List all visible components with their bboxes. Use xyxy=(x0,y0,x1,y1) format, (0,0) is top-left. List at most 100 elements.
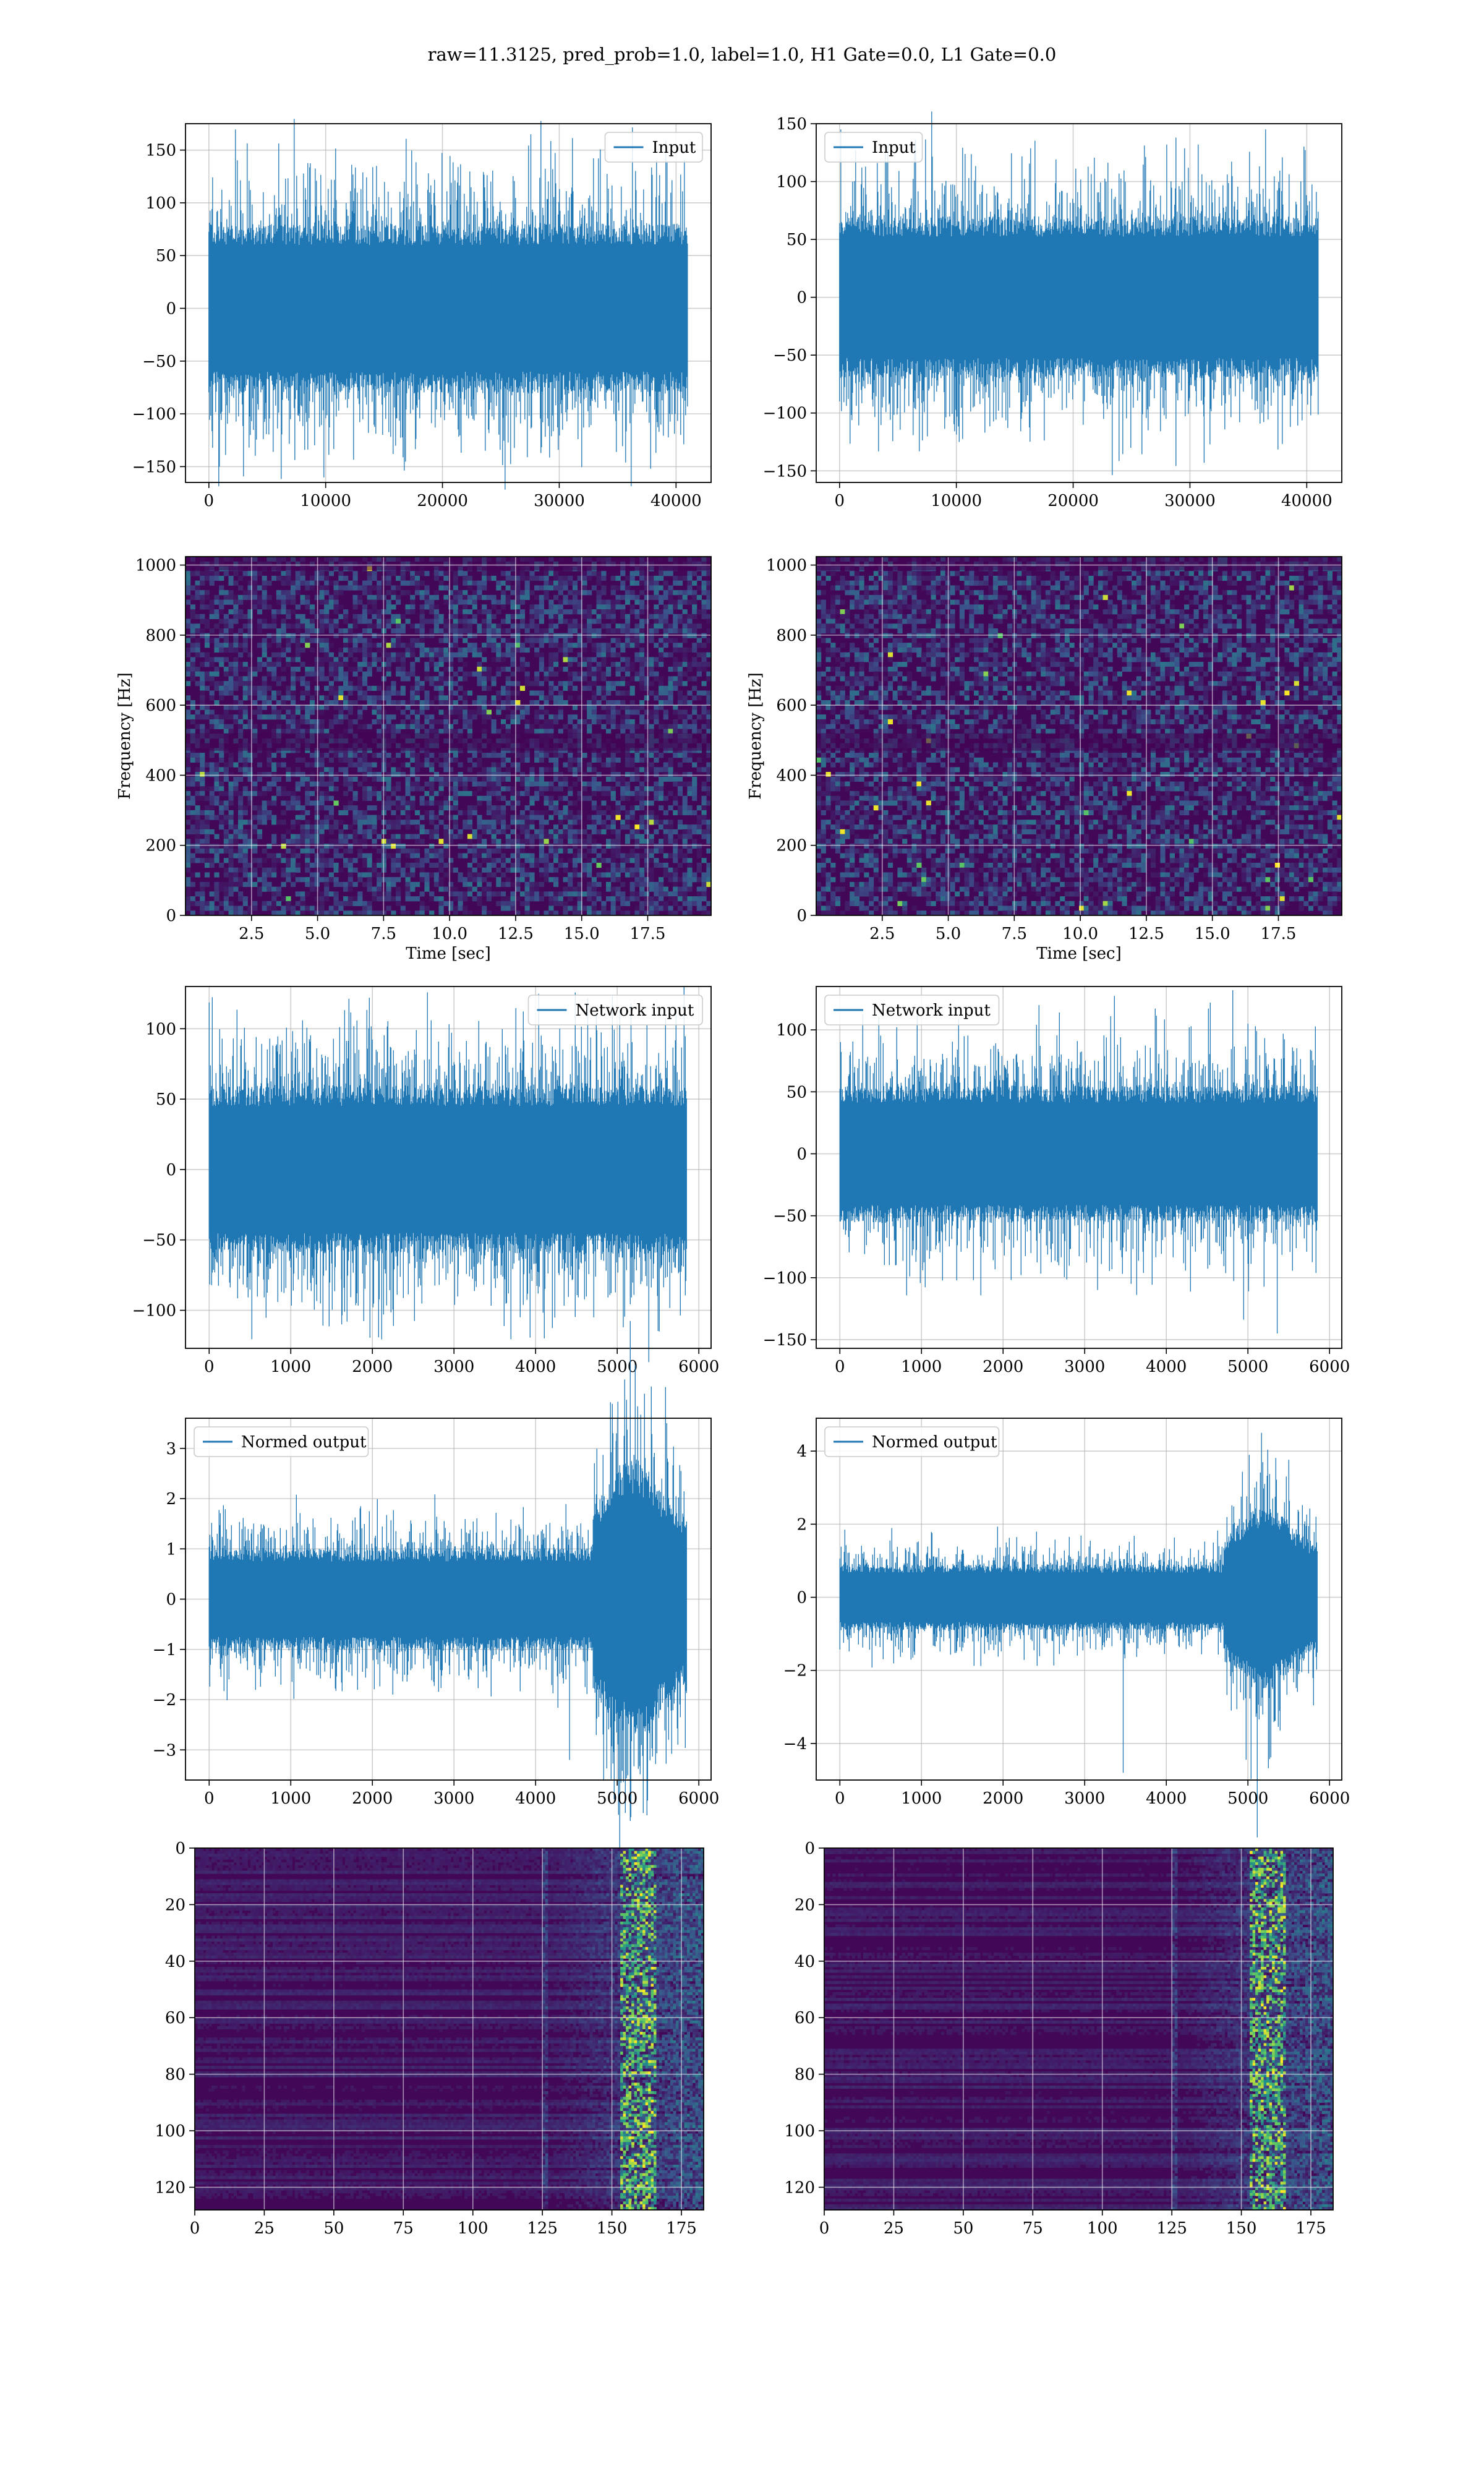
heatmap-cell xyxy=(477,896,482,901)
heatmap-cell xyxy=(544,782,549,787)
heatmap-cell xyxy=(424,791,429,796)
heatmap-cell xyxy=(448,901,453,906)
heatmap-cell xyxy=(606,763,611,768)
heatmap-cell xyxy=(644,681,649,686)
heatmap-cell xyxy=(362,758,367,763)
heatmap-cell xyxy=(286,868,291,873)
heatmap-cell xyxy=(329,772,334,777)
heatmap-cell xyxy=(410,868,415,873)
heatmap-cell xyxy=(205,829,210,834)
heatmap-cell xyxy=(429,619,434,624)
heatmap-cell xyxy=(243,633,248,638)
heatmap-cell xyxy=(573,844,578,849)
heatmap-cell xyxy=(415,724,420,729)
heatmap-cell xyxy=(439,672,444,677)
heatmap-cell xyxy=(372,604,377,609)
heatmap-cell xyxy=(362,614,367,619)
heatmap-cell xyxy=(257,777,262,782)
heatmap-cell xyxy=(343,824,348,829)
heatmap-cell xyxy=(305,633,310,638)
heatmap-cell xyxy=(467,820,472,824)
heatmap-cell xyxy=(597,810,602,815)
heatmap-cell xyxy=(702,714,707,719)
heatmap-cell xyxy=(634,643,639,648)
heatmap-cell xyxy=(482,609,487,614)
heatmap-cell xyxy=(644,896,649,901)
heatmap-cell xyxy=(697,815,702,820)
heatmap-cell xyxy=(568,896,573,901)
heatmap-cell xyxy=(439,906,444,911)
heatmap-cell xyxy=(296,901,301,906)
heatmap-cell xyxy=(630,643,635,648)
heatmap-cell xyxy=(702,882,707,887)
heatmap-cell xyxy=(644,576,649,581)
heatmap-cell xyxy=(271,887,276,892)
heatmap-cell xyxy=(238,662,243,667)
heatmap-cell xyxy=(601,686,606,691)
heatmap-cell xyxy=(659,863,663,868)
heatmap-cell xyxy=(233,834,238,839)
heatmap-cell xyxy=(271,767,276,772)
heatmap-cell xyxy=(582,623,587,628)
heatmap-cell xyxy=(678,782,683,787)
heatmap-cell xyxy=(506,882,511,887)
heatmap-cell xyxy=(611,872,616,877)
heatmap-cell xyxy=(305,710,310,715)
heatmap-cell xyxy=(534,834,539,839)
heatmap-cell xyxy=(673,729,678,734)
heatmap-cell xyxy=(620,858,625,863)
heatmap-cell xyxy=(620,719,625,724)
heatmap-cell xyxy=(424,763,429,768)
heatmap-cell xyxy=(243,623,248,628)
heatmap-cell xyxy=(406,676,411,681)
heatmap-cell xyxy=(520,590,525,595)
heatmap-cell xyxy=(372,633,377,638)
heatmap-cell xyxy=(396,820,401,824)
heatmap-cell xyxy=(271,653,276,657)
heatmap-cell xyxy=(443,758,448,763)
heatmap-cell xyxy=(563,600,568,605)
heatmap-cell xyxy=(634,676,639,681)
heatmap-cell xyxy=(568,719,573,724)
heatmap-cell xyxy=(487,820,492,824)
heatmap-cell xyxy=(190,614,195,619)
heatmap-cell xyxy=(634,805,639,810)
heatmap-cell xyxy=(267,662,271,667)
heatmap-cell xyxy=(214,844,219,849)
heatmap-cell xyxy=(296,820,301,824)
heatmap-cell xyxy=(487,609,492,614)
heatmap-cell xyxy=(262,581,267,586)
heatmap-cell xyxy=(386,805,391,810)
heatmap-cell xyxy=(634,672,639,677)
heatmap-cell xyxy=(291,657,296,662)
heatmap-cell xyxy=(224,667,229,672)
heatmap-cell xyxy=(611,719,616,724)
heatmap-cell xyxy=(687,834,692,839)
heatmap-cell xyxy=(482,581,487,586)
heatmap-cell xyxy=(592,719,597,724)
heatmap-cell xyxy=(377,815,382,820)
heatmap-cell xyxy=(243,834,248,839)
heatmap-cell xyxy=(429,800,434,805)
heatmap-cell xyxy=(291,638,296,643)
heatmap-cell xyxy=(496,839,501,844)
heatmap-cell xyxy=(367,796,372,801)
heatmap-cell xyxy=(601,614,606,619)
heatmap-cell xyxy=(443,714,448,719)
heatmap-cell xyxy=(329,863,334,868)
x-tick-label: 10000 xyxy=(931,492,982,510)
heatmap-cell xyxy=(210,849,215,854)
heatmap-cell xyxy=(553,719,558,724)
heatmap-cell xyxy=(472,604,477,609)
heatmap-cell xyxy=(592,676,597,681)
heatmap-cell xyxy=(391,839,396,844)
heatmap-cell xyxy=(697,849,702,854)
heatmap-cell xyxy=(487,891,492,896)
heatmap-cell xyxy=(420,653,425,657)
heatmap-cell xyxy=(243,849,248,854)
heatmap-cell xyxy=(568,619,573,624)
y-tick-label: 0 xyxy=(796,289,807,307)
heatmap-cell xyxy=(654,609,659,614)
heatmap-cell xyxy=(563,763,568,768)
heatmap-cell xyxy=(434,590,439,595)
